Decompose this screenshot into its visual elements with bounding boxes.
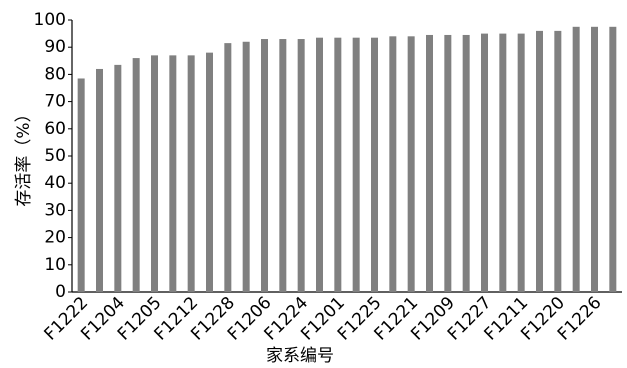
bar: [187, 55, 195, 292]
bar: [114, 64, 122, 292]
y-tick-label: 0: [55, 282, 66, 302]
bar: [261, 39, 268, 292]
y-tick-label: 10: [44, 255, 66, 275]
y-axis-label: 存活率（%）: [14, 105, 34, 206]
y-tick-label: 100: [34, 10, 66, 30]
bar: [169, 55, 177, 292]
bar: [316, 37, 323, 293]
bar: [609, 26, 617, 293]
bar: [462, 34, 470, 293]
bar: [407, 36, 415, 292]
y-tick-label: 60: [44, 119, 66, 139]
bar: [591, 26, 598, 293]
bar: [151, 55, 158, 292]
y-tick-label: 40: [44, 173, 66, 193]
bar: [224, 43, 232, 293]
bar: [572, 26, 580, 293]
bar: [297, 39, 305, 292]
y-tick-label: 90: [44, 37, 66, 57]
y-tick-label: 20: [44, 228, 66, 248]
bar: [517, 33, 525, 292]
bar: [389, 36, 397, 292]
bar: [444, 34, 452, 293]
bar: [77, 78, 85, 292]
bar: [554, 30, 562, 292]
y-tick-label: 70: [44, 92, 66, 112]
bar: [206, 52, 213, 292]
bar: [499, 33, 507, 292]
bar: [371, 37, 378, 293]
bar: [352, 37, 360, 293]
bar: [132, 58, 140, 292]
bar: [96, 68, 103, 293]
y-tick-label: 80: [44, 64, 66, 84]
bar: [242, 41, 250, 293]
x-axis-label: 家系编号: [266, 346, 334, 366]
y-tick-label: 30: [44, 200, 66, 220]
bar: [426, 34, 433, 293]
bar: [481, 33, 488, 292]
bar: [279, 39, 287, 292]
bar: [536, 30, 543, 292]
bar: [334, 37, 342, 293]
y-tick-label: 50: [44, 146, 66, 166]
